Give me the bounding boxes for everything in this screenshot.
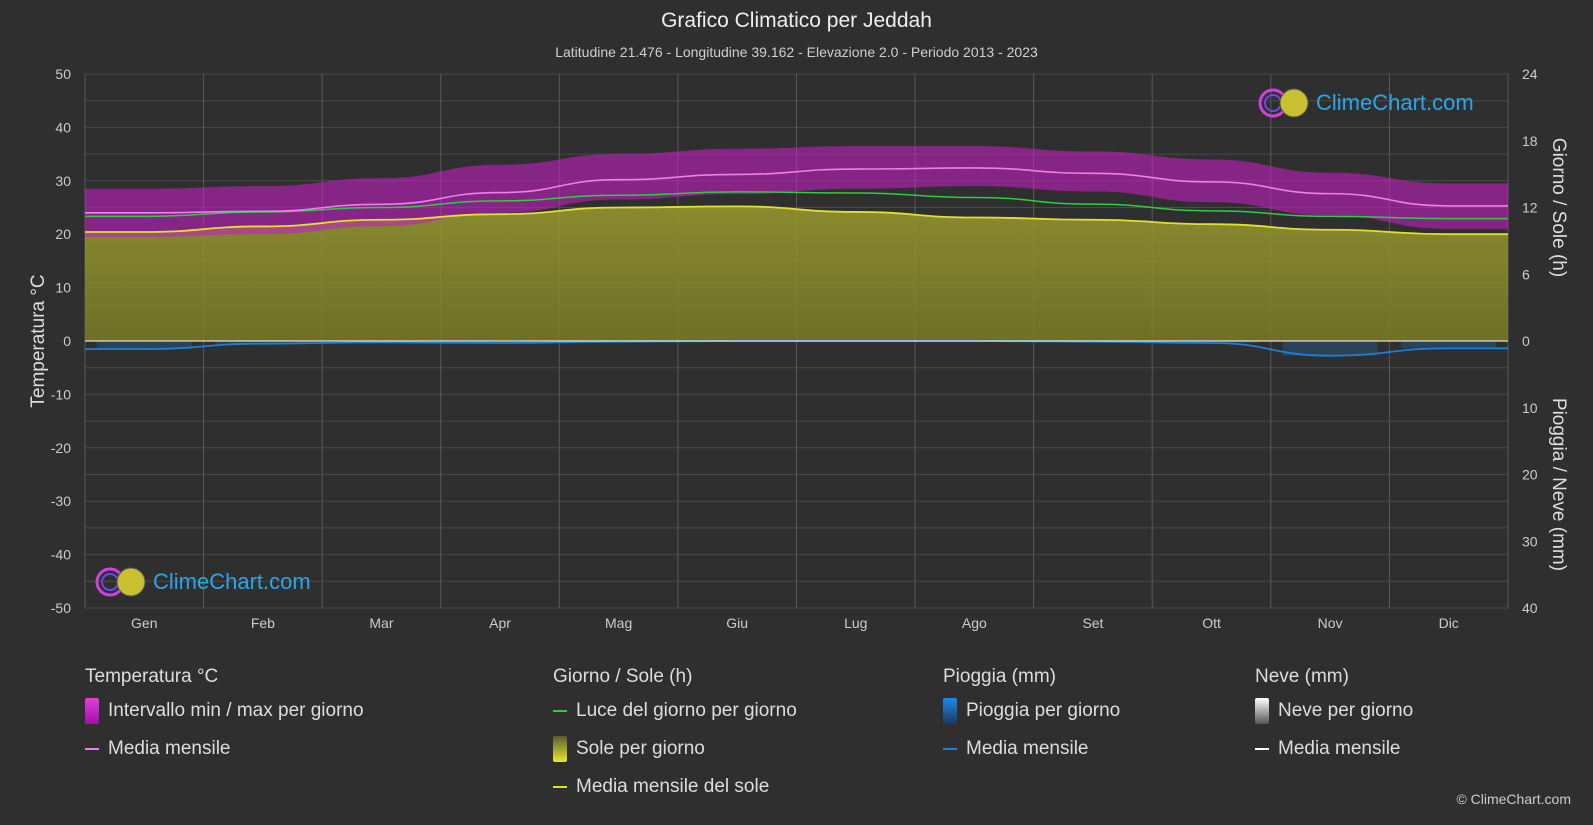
x-tick-label: Ott [1202, 615, 1221, 631]
x-tick-label: Lug [844, 615, 867, 631]
temperature-mean-line [85, 167, 1508, 214]
axes: 50 40 30 20 10 0 -10 -20 -30 -40 -50 24 18 12 6 0 10 20 30… [28, 66, 1569, 631]
legend-label: Media mensile del sole [576, 776, 770, 797]
y3-axis-title: Pioggia / Neve (mm) [1548, 398, 1569, 571]
sunshine-swatch-icon [553, 736, 567, 762]
temp-range-swatch-icon [85, 698, 99, 724]
y-tick-label: -30 [51, 493, 71, 509]
legend-label: Media mensile [1278, 738, 1401, 759]
y-tick-label: 10 [55, 280, 71, 296]
x-tick-label: Nov [1318, 615, 1343, 631]
climate-chart: 50 40 30 20 10 0 -10 -20 -30 -40 -50 24 18 12 6 0 10 20 30… [28, 66, 1569, 631]
legend-title: Temperatura °C [85, 666, 219, 687]
x-tick-label: Gen [131, 615, 157, 631]
x-tick-label: Mar [369, 615, 393, 631]
rain-bar [1401, 341, 1497, 349]
legend-item[interactable]: Luce del giorno per giorno [553, 692, 797, 730]
legend-item[interactable]: Media mensile [943, 730, 1120, 768]
rain-bar [1164, 341, 1259, 344]
logo-top-right[interactable]: ClimeChart.com [1258, 86, 1474, 120]
x-tick-label: Feb [251, 615, 275, 631]
rain-bar [96, 341, 192, 350]
climechart-logo-icon [95, 567, 146, 597]
climechart-logo-icon [1258, 88, 1309, 118]
legend-label: Luce del giorno per giorno [576, 700, 797, 721]
legend-item[interactable]: Media mensile [1255, 730, 1413, 768]
y3-tick-label: 10 [1522, 400, 1538, 416]
y-tick-label: 40 [55, 119, 71, 135]
y-tick-label: -50 [51, 600, 71, 616]
y-tick-label: -10 [51, 386, 71, 402]
y-tick-label: -20 [51, 440, 71, 456]
logo-bottom-left[interactable]: ClimeChart.com [95, 565, 311, 599]
rain-mean-swatch-icon [943, 748, 957, 750]
y2-tick-label: 18 [1522, 133, 1538, 149]
y-tick-label: 30 [55, 173, 71, 189]
legend-item[interactable]: Intervallo min / max per giorno [85, 692, 364, 730]
legend-label: Neve per giorno [1278, 700, 1414, 721]
legend-temperature: Temperatura °C Intervallo min / max per … [85, 662, 364, 768]
legend-sun: Giorno / Sole (h) Luce del giorno per gi… [553, 662, 797, 806]
legend-label: Intervallo min / max per giorno [108, 700, 364, 721]
sunshine-mean-line [84, 205, 1508, 236]
legend-snow: Neve (mm) Neve per giorno Media mensile [1255, 662, 1413, 768]
copyright: © ClimeChart.com [1456, 791, 1571, 807]
y-tick-label: -40 [51, 547, 71, 563]
plot-area [84, 146, 1508, 357]
chart-subtitle: Latitudine 21.476 - Longitudine 39.162 -… [555, 44, 1038, 60]
y2-tick-label: 6 [1522, 266, 1530, 282]
chart-title: Grafico Climatico per Jeddah [661, 9, 932, 32]
legend-item[interactable]: Media mensile [85, 730, 364, 768]
y3-tick-label: 30 [1522, 533, 1538, 549]
legend-item[interactable]: Pioggia per giorno [943, 692, 1120, 730]
x-tick-label: Mag [605, 615, 632, 631]
sunshine-mean-swatch-icon [553, 786, 567, 788]
y3-tick-label: 40 [1522, 600, 1538, 616]
y2-tick-label: 24 [1522, 66, 1538, 82]
legend-rain: Pioggia (mm) Pioggia per giorno Media me… [943, 662, 1120, 768]
temp-mean-swatch-icon [85, 748, 99, 750]
y-tick-label: 0 [63, 333, 71, 349]
legend-item[interactable]: Media mensile del sole [553, 768, 797, 806]
rain-bar [452, 341, 548, 344]
y2-axis-title: Giorno / Sole (h) [1548, 138, 1569, 277]
daylight-line [85, 191, 1508, 220]
sunshine-area [85, 206, 1508, 341]
legend-label: Pioggia per giorno [966, 700, 1121, 721]
y2-tick-label: 12 [1522, 200, 1538, 216]
logo-text: ClimeChart.com [1316, 90, 1474, 115]
x-tick-label: Set [1082, 615, 1103, 631]
temperature-range-band [85, 146, 1508, 237]
x-tick-label: Dic [1439, 615, 1459, 631]
legend-label: Media mensile [966, 738, 1089, 759]
legend-title: Giorno / Sole (h) [553, 666, 693, 687]
legend-label: Media mensile [108, 738, 231, 759]
x-tick-label: Ago [962, 615, 987, 631]
x-tick-label: Apr [489, 615, 511, 631]
y-axis-title: Temperatura °C [28, 274, 49, 407]
legend-item[interactable]: Neve per giorno [1255, 692, 1413, 730]
y3-tick-label: 20 [1522, 467, 1538, 483]
legend-title: Neve (mm) [1255, 666, 1349, 687]
legend-title: Pioggia (mm) [943, 666, 1056, 687]
logo-text: ClimeChart.com [153, 569, 311, 594]
y2-tick-label: 0 [1522, 333, 1530, 349]
legend-label: Sole per giorno [576, 738, 705, 759]
rain-bar [215, 341, 311, 344]
rain-bar [1282, 341, 1378, 356]
rain-swatch-icon [943, 698, 957, 724]
y-tick-label: 20 [55, 226, 71, 242]
snow-mean-swatch-icon [1255, 748, 1269, 750]
legend-item[interactable]: Sole per giorno [553, 730, 797, 768]
snow-swatch-icon [1255, 698, 1269, 724]
x-tick-label: Giu [726, 615, 748, 631]
daylight-swatch-icon [553, 710, 567, 712]
y-tick-label: 50 [55, 66, 71, 82]
